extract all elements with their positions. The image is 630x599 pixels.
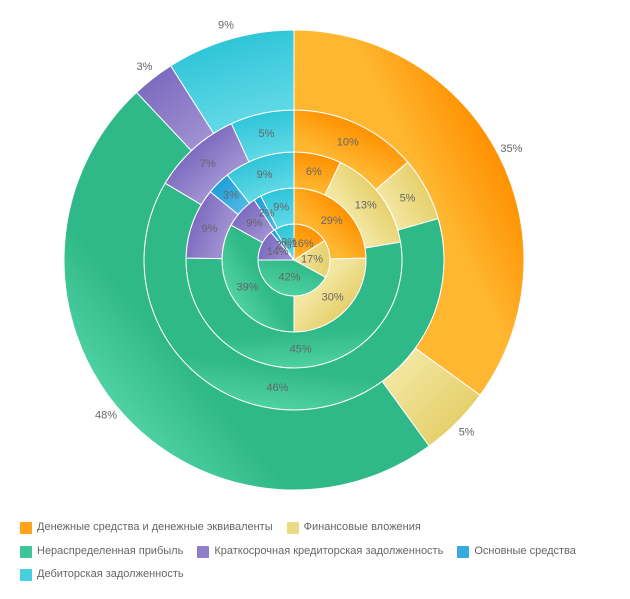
legend: Денежные средства и денежные эквиваленты… [0,510,630,599]
slice-label: 3% [136,61,152,73]
legend-label: Краткосрочная кредиторская задолженность [214,542,443,562]
slice-label: 5% [259,128,275,140]
slice-label: 13% [355,200,377,212]
legend-item[interactable]: Дебиторская задолженность [20,565,184,585]
legend-label: Дебиторская задолженность [37,565,184,585]
slice-label: 17% [301,253,323,265]
slice-label: 48% [95,409,117,421]
legend-item[interactable]: Денежные средства и денежные эквиваленты [20,518,273,538]
slice-label: 10% [337,137,359,149]
slice-label: 29% [321,215,343,227]
slice-label: 6% [306,166,322,178]
slice-label: 9% [257,169,273,181]
slice-label: 9% [273,201,289,213]
legend-item[interactable]: Финансовые вложения [287,518,421,538]
legend-label: Финансовые вложения [304,518,421,538]
legend-swatch [287,522,299,534]
slice-label: 5% [400,193,416,205]
legend-label: Основные средства [474,542,576,562]
legend-swatch [20,569,32,581]
nested-donut-chart: 16%17%42%14%2%9%29%30%39%9%2%9%6%13%45%9… [0,0,630,510]
slice-label: 9% [202,223,218,235]
slice-label: 3% [223,190,239,202]
slice-label: 30% [322,292,344,304]
slice-label: 45% [290,344,312,356]
slice-label: 7% [200,158,216,170]
legend-item[interactable]: Нераспределенная прибыль [20,542,183,562]
slice-label: 5% [459,426,475,438]
legend-item[interactable]: Краткосрочная кредиторская задолженность [197,542,443,562]
chart-area: 16%17%42%14%2%9%29%30%39%9%2%9%6%13%45%9… [0,0,630,510]
legend-label: Денежные средства и денежные эквиваленты [37,518,273,538]
chart-container: 16%17%42%14%2%9%29%30%39%9%2%9%6%13%45%9… [0,0,630,578]
legend-label: Нераспределенная прибыль [37,542,183,562]
slice-label: 46% [266,382,288,394]
legend-swatch [197,546,209,558]
legend-swatch [457,546,469,558]
legend-swatch [20,522,32,534]
legend-item[interactable]: Основные средства [457,542,576,562]
slice-label: 9% [281,237,297,249]
slice-label: 39% [236,281,258,293]
slice-label: 9% [218,20,234,32]
slice-label: 35% [500,143,522,155]
legend-swatch [20,546,32,558]
slice-label: 42% [279,271,301,283]
